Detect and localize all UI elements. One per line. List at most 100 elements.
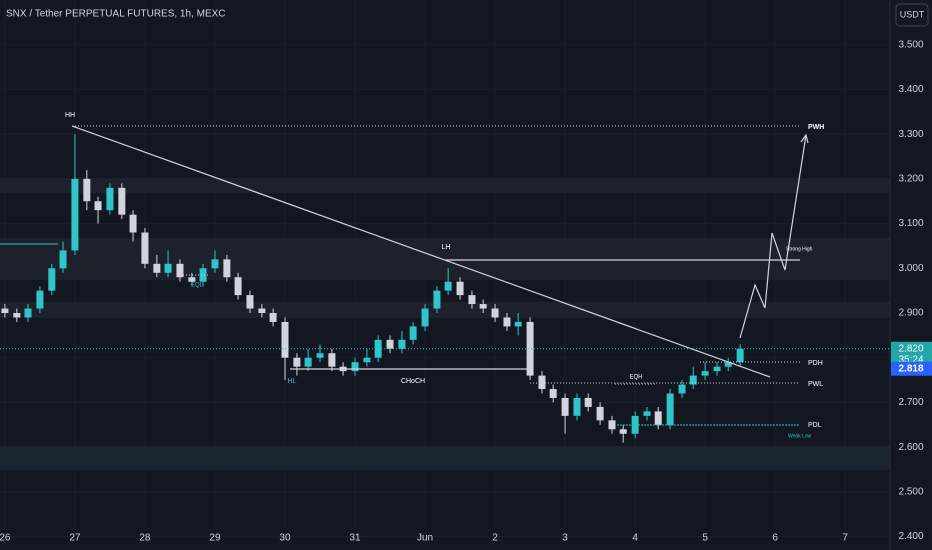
candle-body bbox=[59, 250, 67, 269]
candle-body bbox=[363, 357, 371, 363]
candle-body bbox=[48, 268, 56, 291]
y-tick-label: 3.100 bbox=[898, 218, 923, 229]
y-tick-label: 3.200 bbox=[898, 174, 923, 185]
candle-body bbox=[549, 389, 557, 398]
candle-body bbox=[701, 371, 709, 376]
candle-body bbox=[514, 321, 522, 327]
y-tick-label: 2.500 bbox=[898, 487, 923, 498]
x-tick-label: 30 bbox=[279, 533, 291, 544]
annotation: PDH bbox=[808, 360, 823, 367]
candle-body bbox=[13, 313, 21, 318]
zone bbox=[0, 302, 890, 318]
x-tick-label: 4 bbox=[632, 533, 638, 544]
candle-body bbox=[503, 317, 511, 327]
mark-price-tag bbox=[891, 361, 932, 376]
candle-body bbox=[223, 259, 231, 278]
candle-body bbox=[736, 348, 744, 363]
annotation: PDL bbox=[808, 422, 822, 429]
x-tick-label: 7 bbox=[842, 533, 848, 544]
candle-body bbox=[479, 304, 487, 309]
candle-body bbox=[468, 295, 476, 305]
candle-body bbox=[293, 357, 301, 367]
y-tick-label: 2.900 bbox=[898, 308, 923, 319]
candle-body bbox=[654, 411, 662, 425]
trendline bbox=[71, 125, 771, 378]
candle-body bbox=[176, 263, 184, 278]
candle-body bbox=[71, 178, 79, 251]
currency-label: USDT bbox=[900, 9, 925, 19]
candle-body bbox=[561, 397, 569, 416]
candle-body bbox=[258, 308, 266, 314]
zone bbox=[0, 446, 890, 470]
candle-body bbox=[724, 362, 732, 367]
chart-title: SNX / Tether PERPETUAL FUTURES, 1h, MEXC bbox=[6, 9, 226, 20]
x-tick-label: 6 bbox=[772, 533, 778, 544]
candle-body bbox=[596, 406, 604, 421]
annotation: Strong High bbox=[786, 246, 813, 252]
candle-body bbox=[444, 281, 452, 291]
x-tick-label: Jun bbox=[417, 533, 433, 544]
candle-body bbox=[164, 263, 172, 273]
annotation: EQL bbox=[191, 283, 204, 289]
candle-body bbox=[316, 353, 324, 358]
y-tick-label: 3.400 bbox=[898, 84, 923, 95]
candle-body bbox=[666, 393, 674, 425]
candle-body bbox=[129, 214, 137, 233]
x-tick-label: 2 bbox=[492, 533, 498, 544]
x-tick-label: 27 bbox=[69, 533, 81, 544]
candle-body bbox=[188, 277, 196, 282]
candle-body bbox=[409, 326, 417, 340]
currency-button[interactable] bbox=[895, 3, 929, 27]
candle-body bbox=[421, 308, 429, 327]
annotation: LH bbox=[442, 244, 451, 251]
candle-body bbox=[678, 384, 686, 394]
candle-body bbox=[573, 397, 581, 416]
projection-path bbox=[739, 134, 807, 339]
x-tick-label: 5 bbox=[702, 533, 708, 544]
candle-body bbox=[141, 232, 149, 264]
annotation: EQH bbox=[629, 375, 642, 381]
candle-body bbox=[584, 397, 592, 407]
x-tick-label: 26 bbox=[0, 533, 11, 544]
candle-body bbox=[433, 290, 441, 309]
candles bbox=[1, 134, 744, 443]
drawings bbox=[0, 125, 809, 426]
mark-price-label: 2.818 bbox=[898, 363, 923, 374]
y-tick-label: 3.500 bbox=[898, 39, 923, 50]
annotation: HH bbox=[65, 112, 75, 119]
candle-body bbox=[351, 362, 359, 372]
candle-body bbox=[269, 313, 277, 322]
y-tick-label: 2.700 bbox=[898, 397, 923, 408]
candle-body bbox=[608, 420, 616, 430]
candle-body bbox=[118, 187, 126, 215]
candle-body bbox=[281, 321, 289, 358]
y-tick-label: 2.400 bbox=[898, 531, 923, 542]
candle-body bbox=[713, 366, 721, 372]
candle-body bbox=[456, 281, 464, 296]
y-tick-label: 3.300 bbox=[898, 129, 923, 140]
candle-body bbox=[234, 277, 242, 296]
annotation: Weak Low bbox=[788, 433, 812, 439]
candle-body bbox=[106, 187, 114, 211]
countdown-label: 35:24 bbox=[898, 354, 923, 365]
candle-body bbox=[619, 429, 627, 434]
annotation: PWL bbox=[808, 381, 823, 388]
candle-body bbox=[689, 375, 697, 385]
candle-body bbox=[94, 201, 102, 211]
last-price-label: 2.820 bbox=[898, 343, 923, 354]
candle-body bbox=[1, 308, 9, 314]
candle-body bbox=[36, 290, 44, 309]
candle-body bbox=[398, 339, 406, 349]
candle-body bbox=[328, 353, 336, 367]
candle-body bbox=[538, 375, 546, 390]
projection-arrow bbox=[800, 133, 809, 144]
candle-body bbox=[526, 321, 534, 376]
y-tick-label: 2.600 bbox=[898, 442, 923, 453]
candle-body bbox=[199, 268, 207, 282]
candle-body bbox=[153, 263, 161, 273]
x-tick-label: 3 bbox=[562, 533, 568, 544]
annotation: PWH bbox=[808, 124, 824, 131]
annotation: HL bbox=[288, 378, 297, 385]
candle-body bbox=[643, 411, 651, 416]
